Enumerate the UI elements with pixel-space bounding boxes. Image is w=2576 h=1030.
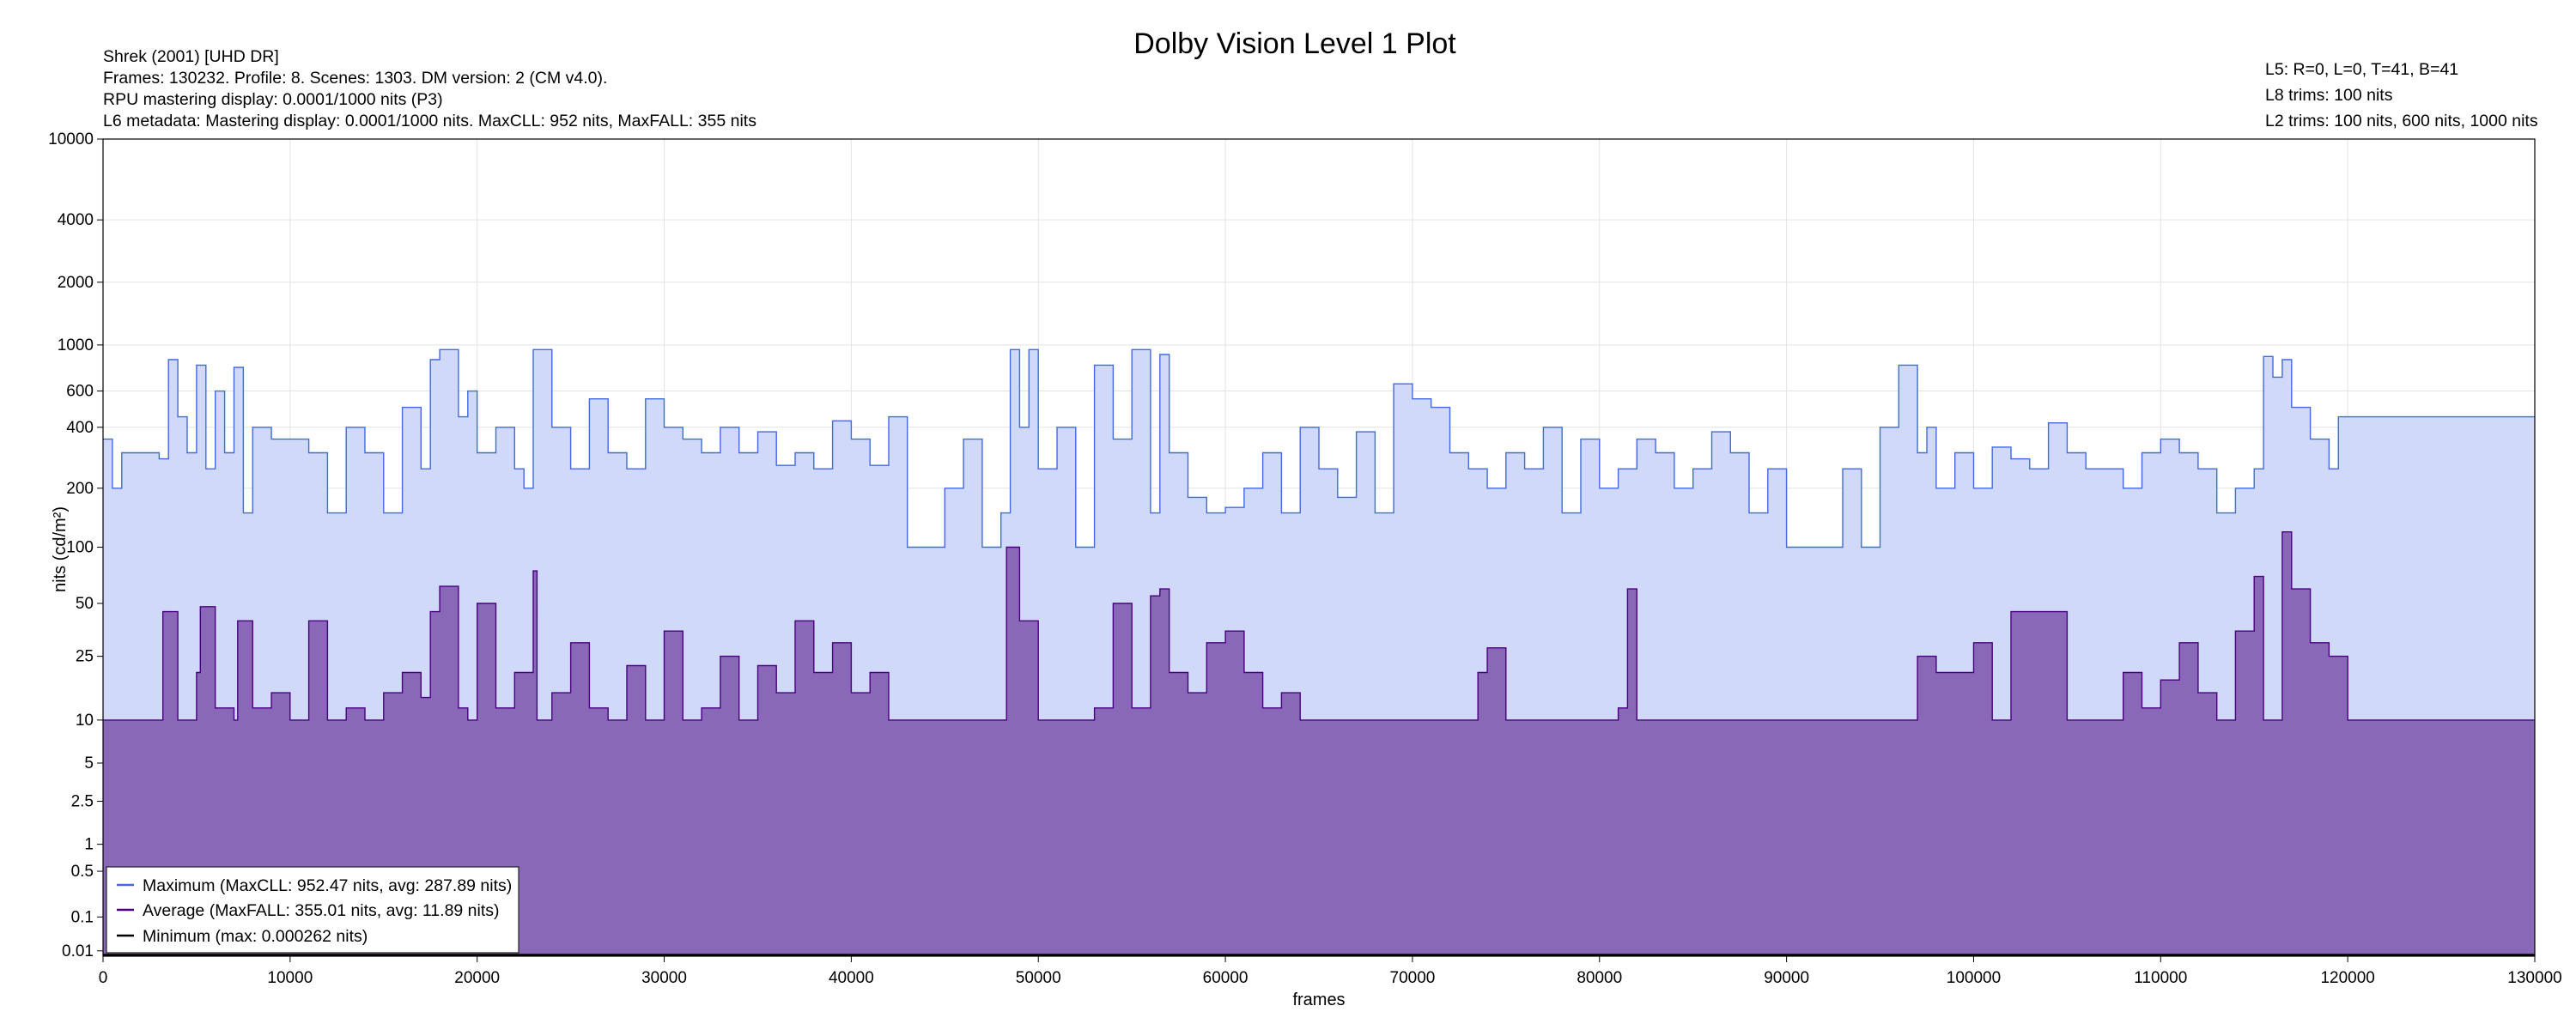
y-tick-label: 2000 <box>58 274 94 292</box>
x-tick-label: 0 <box>99 969 108 987</box>
y-tick-label: 4000 <box>58 211 94 229</box>
x-tick-label: 70000 <box>1390 969 1436 987</box>
info-right-line: L5: R=0, L=0, T=41, B=41 <box>2265 60 2458 79</box>
x-axis-label: frames <box>1292 991 1345 1009</box>
y-axis-label: nits (cd/m²) <box>51 506 70 592</box>
x-tick-label: 120000 <box>2320 969 2374 987</box>
y-tick-label: 200 <box>66 480 94 498</box>
info-left-line: RPU mastering display: 0.0001/1000 nits … <box>103 90 443 109</box>
x-tick-label: 90000 <box>1764 969 1809 987</box>
y-tick-label: 25 <box>76 648 94 666</box>
x-tick-label: 40000 <box>829 969 874 987</box>
series-average-area <box>103 531 2535 956</box>
y-tick-label: 0.01 <box>62 942 94 960</box>
info-left-line: Shrek (2001) [UHD DR] <box>103 47 279 66</box>
x-tick-label: 20000 <box>454 969 500 987</box>
y-tick-label: 0.5 <box>71 863 94 881</box>
y-tick-label: 1 <box>84 836 94 854</box>
x-tick-label: 100000 <box>1947 969 2001 987</box>
info-left-line: Frames: 130232. Profile: 8. Scenes: 1303… <box>103 69 607 88</box>
legend: Maximum (MaxCLL: 952.47 nits, avg: 287.8… <box>106 866 519 954</box>
x-tick-label: 50000 <box>1016 969 1061 987</box>
legend-label-minimum: Minimum (max: 0.000262 nits) <box>143 927 368 946</box>
series-maximum-line <box>103 348 2535 548</box>
info-left-line: L6 metadata: Mastering display: 0.0001/1… <box>103 112 756 130</box>
y-tick-label: 2.5 <box>71 793 94 811</box>
x-axis: 0 10000 20000 30000 40000 50000 60000 70000 8000… <box>99 956 2562 987</box>
y-axis: 10000 4000 2000 1000 600 400 200 100 50 25 10 5 2.5 1… <box>48 130 103 960</box>
y-tick-label: 100 <box>66 538 94 556</box>
x-tick-label: 60000 <box>1203 969 1249 987</box>
x-tick-label: 80000 <box>1577 969 1622 987</box>
legend-label-maximum: Maximum (MaxCLL: 952.47 nits, avg: 287.8… <box>143 876 512 895</box>
plot-frame <box>102 138 2536 957</box>
y-tick-label: 1000 <box>58 336 94 354</box>
info-right-line: L8 trims: 100 nits <box>2265 86 2393 105</box>
x-tick-label: 110000 <box>2134 969 2187 987</box>
chart-title: Dolby Vision Level 1 Plot <box>1133 27 1456 60</box>
y-tick-label: 50 <box>76 595 94 613</box>
series-average-line <box>103 531 2535 721</box>
y-tick-label: 600 <box>66 383 94 401</box>
info-right-line: L2 trims: 100 nits, 600 nits, 1000 nits <box>2265 112 2538 130</box>
series-layer <box>103 348 2535 956</box>
legend-box <box>106 866 519 954</box>
legend-label-average: Average (MaxFALL: 355.01 nits, avg: 11.8… <box>143 901 500 920</box>
x-tick-label: 30000 <box>641 969 687 987</box>
y-tick-label: 10000 <box>48 130 94 148</box>
y-tick-label: 0.1 <box>71 908 94 926</box>
y-tick-label: 10 <box>76 712 94 730</box>
y-tick-label: 5 <box>84 754 94 772</box>
y-tick-label: 400 <box>66 419 94 437</box>
x-tick-label: 10000 <box>267 969 313 987</box>
x-tick-label: 130000 <box>2507 969 2561 987</box>
